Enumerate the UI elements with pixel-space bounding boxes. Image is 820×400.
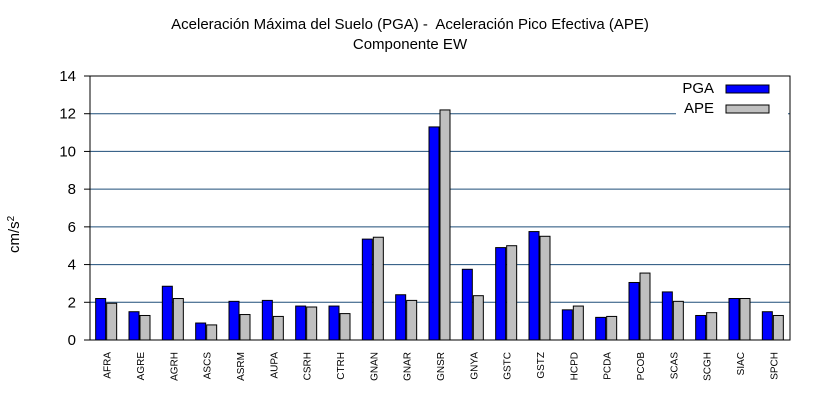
bar-ape-pcob [639,272,651,341]
y-axis-label-exponent: 2 [6,215,17,221]
bar-pga-gnya [461,268,473,341]
bar-pga-gnan [361,238,373,341]
bar-ape-pcda [606,315,618,341]
x-tick-label: SCGH [703,352,714,381]
bar-pga-agrh [161,285,173,341]
y-tick-label: 6 [68,219,76,236]
x-tick-label: PCOB [636,352,647,381]
x-tick-label: ASCS [203,352,214,380]
bar-pga-scas [661,291,673,341]
bar-ape-agre [139,314,151,341]
bar-pga-gnsr [428,126,440,341]
x-tick-label: GNAN [369,352,380,381]
bar-ape-gnya [472,295,484,341]
bar-pga-gstc [495,247,507,341]
bar-ape-gstz [539,235,551,341]
y-tick-label: 0 [68,332,76,349]
bar-ape-gnan [372,236,384,341]
bar-pga-hcpd [561,309,573,341]
x-axis-ticks: AFRA AGRE AGRH ASCS ASRM AUPA CSRH CTRH GNAN GNAR… [103,352,781,381]
bar-pga-ascs [195,322,207,341]
x-tick-label: SPCH [769,352,780,380]
y-tick-label: 10 [59,143,76,160]
bar-ape-ctrh [339,313,351,341]
bar-ape-aupa [272,315,284,341]
x-tick-label: GSTZ [536,352,547,379]
bar-pga-ctrh [328,305,340,341]
bar-ape-hcpd [572,305,584,341]
y-tick-label: 8 [68,181,76,198]
bar-pga-gnar [395,294,407,341]
x-tick-label: SIAC [736,352,747,375]
bar-pga-pcda [595,316,607,341]
bar-ape-gstc [506,245,518,341]
y-tick-label: 2 [68,294,76,311]
x-tick-label: AGRE [136,352,147,381]
x-tick-label: PCDA [603,352,614,380]
chart-subtitle: Componente EW [352,36,468,53]
x-tick-label: GSTC [503,352,514,380]
bar-pga-scgh [695,314,707,341]
y-axis-label: cm/s2 [6,215,24,253]
legend-swatch-pga [725,84,770,94]
bar-pga-aupa [261,299,273,341]
x-tick-label: GNAR [403,352,414,381]
bar-ape-asrm [239,314,251,341]
bar-ape-spch [772,314,784,341]
x-tick-label: AGRH [169,352,180,381]
bar-ape-agrh [172,298,184,341]
x-tick-label: CTRH [336,352,347,380]
x-tick-label: GNYA [469,352,480,380]
bar-pga-spch [761,311,773,341]
bar-ape-afra [106,302,118,341]
bar-pga-siac [728,298,740,341]
x-tick-label: SCAS [669,352,680,380]
x-tick-label: AUPA [269,352,280,379]
x-tick-label: GNSR [436,352,447,381]
bar-ape-siac [739,298,751,341]
legend-swatch-ape [725,104,770,114]
bar-pga-gstz [528,231,540,341]
bar-pga-pcob [628,281,640,341]
y-axis-ticks: 0 2 4 6 8 10 12 14 [59,68,90,349]
bars [95,109,784,341]
x-tick-label: AFRA [103,352,114,379]
x-tick-label: HCPD [569,352,580,380]
bar-pga-csrh [295,305,307,341]
bar-ape-csrh [306,306,318,341]
bar-ape-gnar [406,299,418,341]
y-axis-label-unit: cm/s [6,221,23,253]
bar-pga-asrm [228,300,240,341]
bar-ape-scgh [706,312,718,341]
legend: PGA APE [676,79,788,119]
y-tick-label: 14 [59,68,76,85]
legend-label-pga: PGA [682,80,714,97]
legend-label-ape: APE [684,100,714,117]
bar-ape-gnsr [439,109,451,341]
bar-ape-ascs [206,324,218,341]
x-tick-label: CSRH [303,352,314,380]
bar-ape-scas [672,300,684,341]
y-tick-label: 12 [59,106,76,123]
bar-pga-agre [128,311,140,341]
x-tick-label: ASRM [236,352,247,381]
y-tick-label: 4 [68,257,76,274]
bar-pga-afra [95,298,107,341]
chart-title: Aceleración Máxima del Suelo (PGA) - Ace… [171,16,649,33]
